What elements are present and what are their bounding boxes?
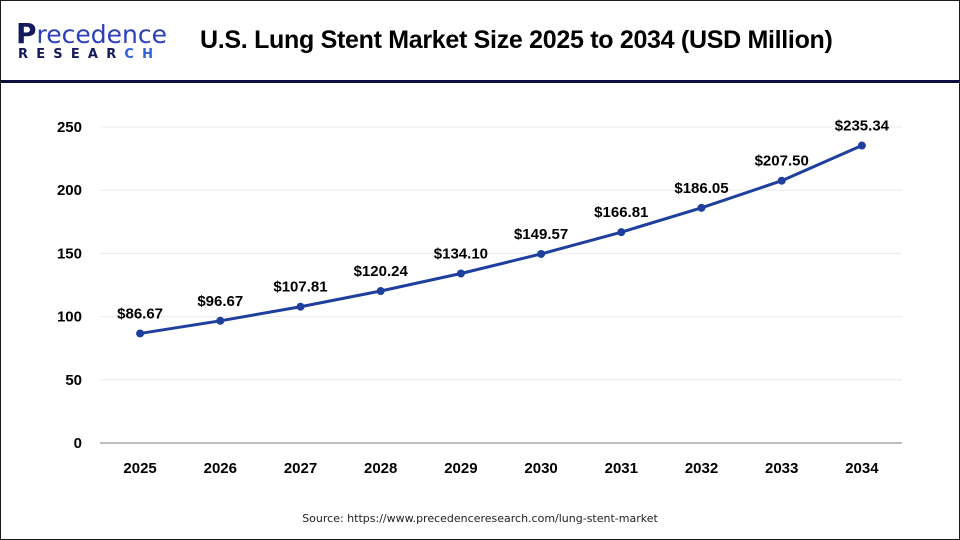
data-point bbox=[376, 287, 385, 296]
data-label: $86.67 bbox=[117, 305, 163, 322]
x-tick-label: 2026 bbox=[204, 460, 237, 477]
data-point bbox=[136, 329, 145, 338]
data-label: $120.24 bbox=[354, 263, 409, 280]
data-label: $149.57 bbox=[514, 226, 568, 243]
x-tick-label: 2028 bbox=[364, 460, 397, 477]
chart-title: U.S. Lung Stent Market Size 2025 to 2034… bbox=[200, 26, 833, 54]
data-point bbox=[456, 269, 465, 278]
data-point bbox=[617, 228, 626, 237]
gridlines bbox=[100, 126, 902, 381]
data-label: $107.81 bbox=[273, 279, 327, 296]
y-axis-ticks: 0 50 100 150 200 250 bbox=[57, 119, 82, 452]
logo-sub-main: RESEAR bbox=[18, 47, 125, 62]
series-line-group bbox=[138, 144, 864, 335]
y-tick-label: 0 bbox=[74, 435, 82, 452]
data-labels: $86.67 $96.67 $107.81 $120.24 $134.10 $149.57… bbox=[117, 118, 890, 323]
x-axis-ticks: 2025 2026 2027 2028 2029 2030 2031 2032 2033 2034 bbox=[123, 460, 879, 477]
data-label: $96.67 bbox=[197, 293, 243, 310]
data-point bbox=[216, 316, 225, 325]
x-tick-label: 2032 bbox=[685, 460, 718, 477]
y-tick-label: 50 bbox=[65, 372, 82, 389]
series-line bbox=[138, 144, 864, 335]
data-label: $186.05 bbox=[674, 180, 728, 197]
logo-subtitle: RESEARCH bbox=[18, 47, 161, 62]
source-citation: Source: https://www.precedenceresearch.c… bbox=[302, 512, 658, 525]
x-tick-label: 2027 bbox=[284, 460, 317, 477]
data-point bbox=[857, 141, 866, 150]
x-tick-label: 2034 bbox=[845, 460, 879, 477]
data-point bbox=[296, 302, 305, 311]
x-tick-label: 2030 bbox=[524, 460, 557, 477]
y-tick-label: 200 bbox=[57, 182, 82, 199]
y-tick-label: 250 bbox=[57, 119, 82, 136]
data-label: $207.50 bbox=[755, 153, 809, 170]
x-tick-label: 2031 bbox=[605, 460, 638, 477]
data-point bbox=[697, 203, 706, 212]
data-point bbox=[537, 249, 546, 258]
logo-sub-accent: CH bbox=[124, 47, 162, 62]
data-label: $166.81 bbox=[594, 204, 648, 221]
x-tick-label: 2025 bbox=[123, 460, 156, 477]
x-tick-label: 2033 bbox=[765, 460, 798, 477]
logo-initial: P bbox=[16, 17, 37, 50]
y-tick-label: 100 bbox=[57, 309, 82, 326]
precedence-research-logo: Precedence RESEARCH bbox=[16, 20, 167, 64]
data-label: $235.34 bbox=[835, 118, 890, 135]
data-label: $134.10 bbox=[434, 245, 488, 262]
data-point bbox=[777, 176, 786, 185]
x-tick-label: 2029 bbox=[444, 460, 477, 477]
header-divider bbox=[1, 80, 959, 83]
header: Precedence RESEARCH U.S. Lung Stent Mark… bbox=[0, 0, 960, 81]
logo-word-rest: recedence bbox=[36, 20, 167, 49]
y-tick-label: 150 bbox=[57, 245, 82, 262]
logo-wordmark: Precedence bbox=[16, 20, 167, 49]
data-markers bbox=[136, 141, 866, 338]
